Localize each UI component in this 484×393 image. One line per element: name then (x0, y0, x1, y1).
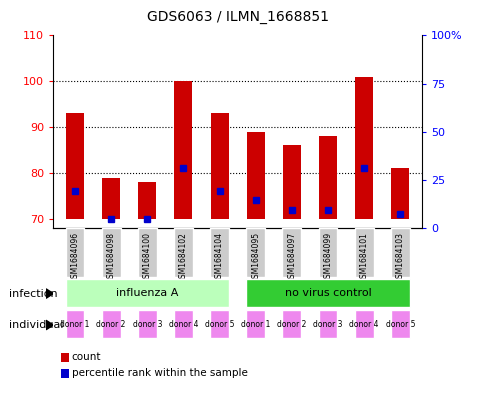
Text: percentile rank within the sample: percentile rank within the sample (72, 367, 247, 378)
Text: donor 2: donor 2 (276, 320, 306, 329)
Text: GDS6063 / ILMN_1668851: GDS6063 / ILMN_1668851 (146, 10, 328, 24)
Bar (102, 228, 121, 277)
Text: individual: individual (9, 320, 63, 331)
Bar (210, 310, 228, 338)
Text: no virus control: no virus control (284, 288, 371, 298)
Bar (102, 310, 121, 338)
Text: infection: infection (9, 289, 57, 299)
Bar (246, 310, 265, 338)
Bar (318, 228, 337, 277)
Text: donor 4: donor 4 (348, 320, 378, 329)
Text: donor 4: donor 4 (168, 320, 198, 329)
Bar (210, 113, 228, 219)
Polygon shape (46, 289, 53, 298)
Text: influenza A: influenza A (116, 288, 178, 298)
Text: GSM1684095: GSM1684095 (251, 232, 260, 283)
Bar (282, 145, 300, 219)
Bar (174, 310, 193, 338)
Bar (65, 228, 84, 277)
Text: donor 3: donor 3 (313, 320, 342, 329)
Bar (65, 310, 84, 338)
Bar (391, 168, 408, 219)
Bar (390, 228, 409, 277)
Bar (318, 136, 336, 219)
Bar (246, 279, 409, 307)
Text: count: count (72, 352, 101, 362)
Bar (137, 310, 156, 338)
Text: donor 1: donor 1 (60, 320, 90, 329)
Bar (246, 132, 264, 219)
Bar (282, 310, 301, 338)
Bar (282, 228, 301, 277)
Bar (138, 182, 156, 219)
Text: GSM1684102: GSM1684102 (179, 232, 188, 283)
Bar (318, 310, 337, 338)
Bar (174, 81, 192, 219)
Text: GSM1684096: GSM1684096 (70, 232, 79, 283)
Bar (354, 310, 373, 338)
Text: donor 1: donor 1 (241, 320, 270, 329)
Bar (210, 228, 228, 277)
Text: GSM1684097: GSM1684097 (287, 232, 296, 283)
Text: donor 2: donor 2 (96, 320, 125, 329)
Text: donor 5: donor 5 (204, 320, 234, 329)
Text: GSM1684101: GSM1684101 (359, 232, 368, 283)
Bar (246, 228, 265, 277)
Bar (66, 113, 84, 219)
Bar (390, 310, 409, 338)
Bar (65, 279, 228, 307)
Text: donor 5: donor 5 (385, 320, 414, 329)
Text: GSM1684098: GSM1684098 (106, 232, 115, 283)
Text: GSM1684100: GSM1684100 (142, 232, 151, 283)
Text: GSM1684104: GSM1684104 (214, 232, 224, 283)
Bar (174, 228, 193, 277)
Polygon shape (46, 320, 53, 330)
Bar (102, 178, 120, 219)
Text: donor 3: donor 3 (132, 320, 162, 329)
Bar (354, 77, 372, 219)
Bar (354, 228, 373, 277)
Bar (137, 228, 156, 277)
Text: GSM1684099: GSM1684099 (323, 232, 332, 283)
Text: GSM1684103: GSM1684103 (395, 232, 404, 283)
